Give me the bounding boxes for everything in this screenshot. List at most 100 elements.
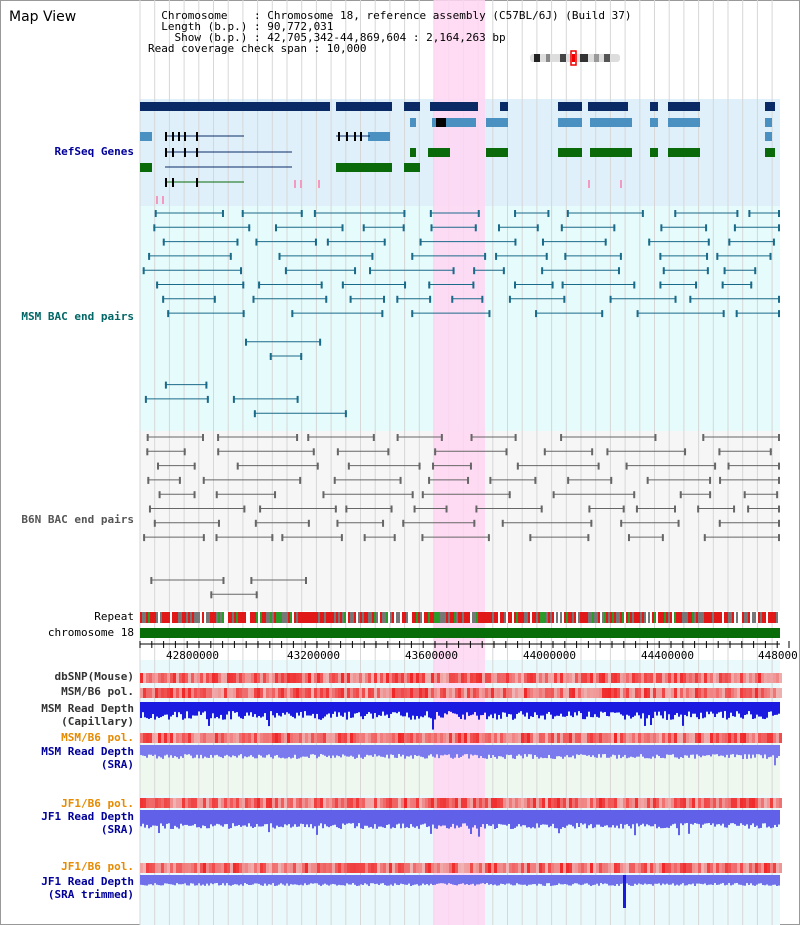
msm-depth-capillary-bar <box>140 702 142 718</box>
dbsnp-heat <box>221 673 224 683</box>
jf1-b6-pol-heat <box>680 798 683 808</box>
msm-b6-pol-heat-2 <box>737 733 740 743</box>
jf1-depth-trimmed-bar <box>552 875 554 886</box>
msm-depth-capillary-bar <box>552 702 554 719</box>
track-label-b6n-bac[interactable]: B6N BAC end pairs <box>21 513 134 526</box>
track-label-dbsnp[interactable]: dbSNP(Mouse) <box>54 670 134 683</box>
jf1-depth-sra-bar <box>158 810 160 834</box>
jf1-depth-sra-bar <box>704 810 706 824</box>
jf1-b6-pol-heat <box>611 798 614 808</box>
jf1-depth-trimmed-bar <box>302 875 304 886</box>
jf1-b6-pol-heat-2 <box>413 863 416 873</box>
repeat-mark <box>140 612 142 623</box>
jf1-depth-sra-bar <box>494 810 496 829</box>
jf1-depth-trimmed-bar <box>384 875 386 886</box>
msm-b6-pol-heat <box>443 688 446 698</box>
msm-bac-end <box>278 252 281 260</box>
track-label-jf1-depth-trim-1[interactable]: JF1 Read Depth <box>41 875 134 888</box>
msm-depth-capillary-bar <box>560 702 562 714</box>
msm-depth-capillary-bar <box>148 702 150 719</box>
msm-depth-sra-bar <box>358 745 360 755</box>
jf1-b6-pol-heat-2 <box>575 863 578 873</box>
dbsnp-heat <box>581 673 584 683</box>
msm-depth-sra-bar <box>512 745 514 759</box>
track-label-msm-depth-sra-1[interactable]: MSM Read Depth <box>41 745 134 758</box>
track-label-jf1-b6-pol-2[interactable]: JF1/B6 pol. <box>61 860 134 873</box>
msm-depth-capillary-bar <box>688 702 690 712</box>
jf1-b6-pol-heat-2 <box>389 863 392 873</box>
track-label-msm-b6-pol-1[interactable]: MSM/B6 pol. <box>61 685 134 698</box>
repeat-mark <box>570 612 572 623</box>
jf1-b6-pol-heat-2 <box>581 863 584 873</box>
jf1-depth-sra-bar <box>448 810 450 829</box>
repeat-mark <box>462 612 464 623</box>
repeat-mark <box>164 612 166 623</box>
track-label-jf1-b6-pol-1[interactable]: JF1/B6 pol. <box>61 797 134 810</box>
msm-depth-sra-bar <box>622 745 624 757</box>
jf1-depth-trimmed-bar <box>484 875 486 885</box>
repeat-mark <box>768 612 770 623</box>
jf1-depth-sra-bar <box>634 810 636 836</box>
jf1-depth-sra-bar <box>672 810 674 825</box>
repeat-mark <box>718 612 720 623</box>
jf1-depth-trimmed-bar <box>530 875 532 885</box>
jf1-depth-sra-bar <box>478 810 480 837</box>
refseq-gene-exon <box>486 118 508 127</box>
track-label-msm-bac[interactable]: MSM BAC end pairs <box>21 310 134 323</box>
jf1-b6-pol-heat <box>263 798 266 808</box>
msm-b6-pol-heat-2 <box>587 733 590 743</box>
msm-b6-pol-heat <box>572 688 575 698</box>
msm-depth-capillary-bar <box>156 702 158 717</box>
msm-bac-end <box>354 267 357 275</box>
jf1-depth-trimmed-bar <box>236 875 238 885</box>
b6n-bac-end <box>627 534 630 542</box>
jf1-depth-sra-bar <box>460 810 462 827</box>
jf1-depth-sra-bar <box>392 810 394 828</box>
track-label-refseq-genes[interactable]: RefSeq Genes <box>54 145 134 158</box>
repeat-mark <box>384 612 386 623</box>
msm-depth-sra-bar <box>634 745 636 758</box>
jf1-b6-pol-heat <box>482 798 485 808</box>
jf1-depth-trimmed-bar <box>748 875 750 885</box>
msm-depth-sra-bar <box>380 745 382 757</box>
msm-bac-end <box>748 210 751 217</box>
refseq-exon-tick <box>196 148 198 157</box>
dbsnp-heat <box>356 673 359 683</box>
jf1-b6-pol-heat <box>698 798 701 808</box>
msm-depth-sra-bar <box>252 745 254 757</box>
msm-depth-sra-bar <box>224 745 226 756</box>
jf1-depth-trimmed-bar <box>442 875 444 884</box>
jf1-depth-sra-bar <box>196 810 198 828</box>
jf1-b6-pol-heat-2 <box>722 863 725 873</box>
msm-b6-pol-heat-2 <box>332 733 335 743</box>
jf1-b6-pol-heat-2 <box>404 863 407 873</box>
dbsnp-heat <box>332 673 335 683</box>
jf1-b6-pol-heat-2 <box>530 863 533 873</box>
track-label-jf1-depth-sra-1[interactable]: JF1 Read Depth <box>41 810 134 823</box>
b6n-bac-end <box>222 577 225 584</box>
track-label-msm-b6-pol-2[interactable]: MSM/B6 pol. <box>61 731 134 744</box>
dbsnp-heat <box>146 673 149 683</box>
msm-depth-capillary-bar <box>486 702 488 720</box>
track-label-msm-depth-cap-1[interactable]: MSM Read Depth <box>41 702 134 715</box>
msm-depth-sra-bar <box>264 745 266 758</box>
jf1-b6-pol-heat <box>413 798 416 808</box>
repeat-mark <box>628 612 630 623</box>
msm-depth-capillary-bar <box>466 702 468 713</box>
dbsnp-heat <box>413 673 416 683</box>
jf1-b6-pol-heat <box>485 798 488 808</box>
msm-depth-capillary-bar <box>576 702 578 716</box>
refseq-exon-tick <box>184 148 186 157</box>
repeat-mark <box>320 612 322 623</box>
jf1-depth-trimmed-bar <box>664 875 666 885</box>
msm-depth-capillary-bar <box>464 702 466 720</box>
jf1-depth-sra-bar <box>426 810 428 828</box>
jf1-b6-pol-heat <box>218 798 221 808</box>
msm-b6-pol-heat <box>167 688 170 698</box>
jf1-depth-trimmed-bar <box>600 875 602 884</box>
dbsnp-heat <box>278 673 281 683</box>
msm-b6-pol-heat <box>437 688 440 698</box>
msm-depth-capillary-bar <box>270 702 272 712</box>
jf1-b6-pol-heat <box>656 798 659 808</box>
